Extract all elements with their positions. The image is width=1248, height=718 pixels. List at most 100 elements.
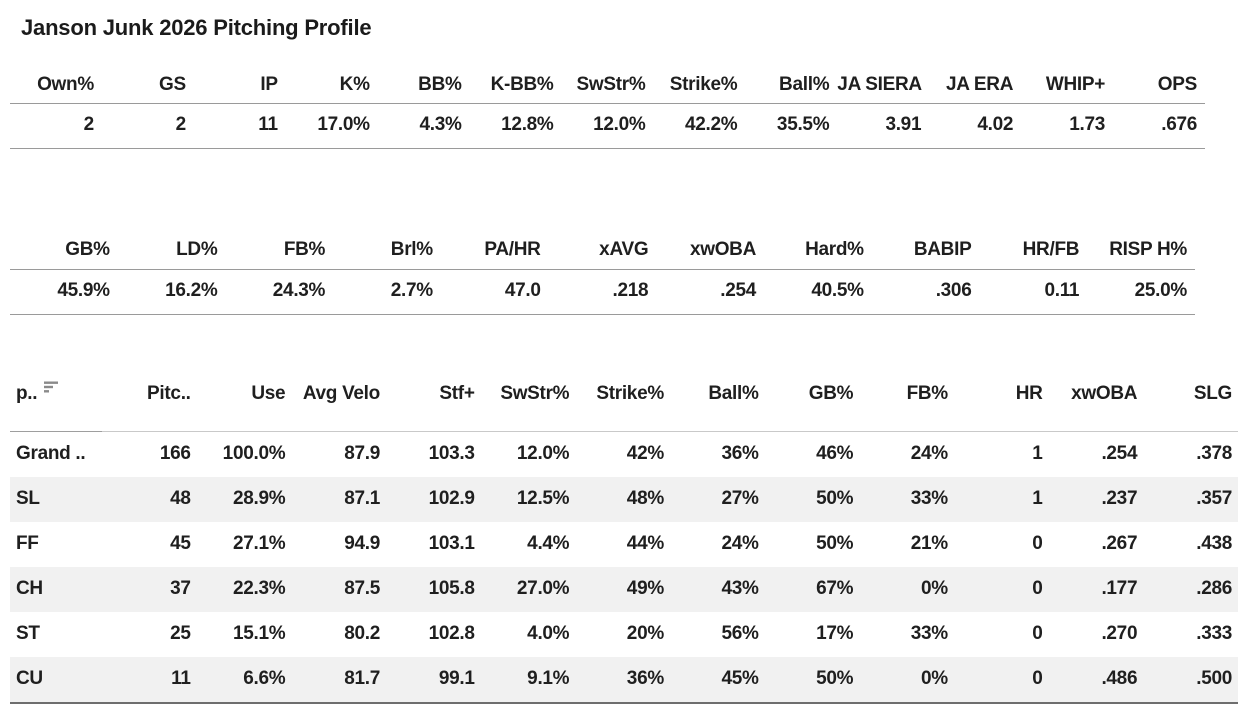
pitch-column-header[interactable]: SwStr% — [480, 374, 576, 432]
summary2-column-header[interactable]: xAVG — [548, 233, 657, 271]
summary2-column-header[interactable]: HR/FB — [979, 233, 1088, 271]
summary2-value-cell: 2.7% — [333, 269, 441, 315]
use-cell: 100.0% — [222, 443, 286, 465]
hr-cell: 1 — [1032, 443, 1043, 465]
summary1-column-header[interactable]: IP — [193, 67, 286, 105]
summary1-column-header[interactable]: K% — [285, 67, 378, 105]
summary2-column-header[interactable]: RISP H% — [1087, 233, 1195, 271]
summary1-value-cell: 42.2% — [653, 103, 746, 150]
strike-cell: 36% — [626, 668, 664, 690]
pitch-column-header[interactable]: HR — [953, 374, 1049, 432]
pitch-column-header[interactable]: Ball% — [669, 374, 765, 432]
summary1-value-cell: 4.02 — [929, 103, 1022, 150]
pitch-column-header[interactable]: xwOBA — [1048, 374, 1144, 432]
pitch-type-table: p.. Pitc.. Use Avg Velo Stf+ SwStr% Strike% Ba… — [10, 374, 1238, 704]
summary2-column-header[interactable]: LD% — [117, 233, 226, 271]
gb-cell: 50% — [816, 488, 854, 510]
pitch-column-header[interactable]: GB% — [764, 374, 860, 432]
hr-cell: 0 — [1032, 533, 1043, 555]
slg-cell: .378 — [1196, 443, 1232, 465]
avg-velo-cell: 80.2 — [344, 623, 380, 645]
pitches-cell: 11 — [171, 668, 191, 690]
summary2-column-header[interactable]: Hard% — [764, 233, 872, 271]
summary1-value-cell: 2 — [10, 103, 102, 150]
pitch-column-header[interactable]: SLG — [1143, 374, 1238, 432]
summary1-column-header[interactable]: WHIP+ — [1021, 67, 1114, 105]
summary2-value-cell: .306 — [871, 269, 980, 315]
summary1-column-header[interactable]: GS — [101, 67, 194, 105]
summary2-column-header[interactable]: PA/HR — [440, 233, 549, 271]
slg-cell: .286 — [1196, 578, 1232, 600]
summary1-column-header[interactable]: BB% — [377, 67, 470, 105]
summary2-value-cell: 47.0 — [440, 269, 549, 315]
strike-cell: 42% — [626, 443, 664, 465]
summary1-column-header[interactable]: Strike% — [653, 67, 746, 105]
ball-cell: 27% — [721, 488, 759, 510]
pitch-column-header[interactable]: Strike% — [575, 374, 670, 432]
summary2-column-header[interactable]: xwOBA — [656, 233, 765, 271]
summary-table-2: GB% LD% FB% Brl% PA/HR xAVG xwOBA Hard% BABIP HR/… — [10, 233, 1195, 315]
summary-table-1-body: 2 2 11 17.0% 4.3% 12.8% 12.0% 42.2% 35.5% 3.91 4.0… — [10, 103, 1205, 150]
pitch-column-header[interactable]: Pitc.. — [102, 374, 197, 432]
summary1-column-header[interactable]: Ball% — [745, 67, 838, 105]
summary1-value-cell: 35.5% — [745, 103, 838, 150]
pitch-column-header[interactable]: Stf+ — [385, 374, 481, 432]
summary1-value-cell: 12.0% — [561, 103, 654, 150]
xwoba-cell: .237 — [1101, 488, 1138, 510]
summary-table-1-head: Own% GS IP K% BB% K-BB% SwStr% Strike% Ball% JA S… — [10, 67, 1205, 105]
summary2-value-cell: .254 — [656, 269, 765, 315]
summary2-column-header[interactable]: Brl% — [333, 233, 441, 271]
summary-table-2-head: GB% LD% FB% Brl% PA/HR xAVG xwOBA Hard% BABIP HR/… — [10, 233, 1195, 271]
pitch-table-row: Grand .. 166 100.0% 87.9 103.3 12.0% 42%… — [10, 431, 1238, 477]
summary1-column-header[interactable]: SwStr% — [561, 67, 654, 105]
avg-velo-cell: 87.9 — [344, 443, 380, 465]
use-cell: 27.1% — [232, 533, 286, 555]
use-cell: 22.3% — [232, 578, 286, 600]
avg-velo-cell: 87.5 — [344, 578, 380, 600]
pitch-column-header[interactable]: FB% — [859, 374, 954, 432]
summary-table-2-body: 45.9% 16.2% 24.3% 2.7% 47.0.218.254 40.5% .306… — [10, 269, 1195, 315]
use-cell: 28.9% — [232, 488, 286, 510]
summary2-value-cell: 24.3% — [225, 269, 334, 315]
summary1-value-cell: 17.0% — [285, 103, 378, 150]
fb-cell: 0% — [921, 668, 948, 690]
avg-velo-cell: 81.7 — [344, 668, 380, 690]
fb-cell: 0% — [921, 578, 948, 600]
pitch-name-cell: SL — [16, 488, 40, 510]
ball-cell: 45% — [721, 668, 759, 690]
summary2-value-cell: 25.0% — [1087, 269, 1195, 315]
hr-cell: 1 — [1032, 488, 1043, 510]
pitch-table-row: CH 37 22.3% 87.5 105.8 27.0% 49% 43% 67%… — [10, 566, 1238, 612]
summary2-column-header[interactable]: FB% — [225, 233, 334, 271]
summary-table-1: Own% GS IP K% BB% K-BB% SwStr% Strike% Ball% JA S… — [10, 67, 1205, 150]
summary1-column-header[interactable]: JA SIERA — [837, 67, 930, 105]
strike-cell: 49% — [626, 578, 664, 600]
pitch-column-header[interactable]: Use — [196, 374, 292, 432]
stf-plus-cell: 102.9 — [428, 488, 475, 510]
use-cell: 6.6% — [243, 668, 286, 690]
pitches-cell: 166 — [159, 443, 191, 465]
avg-velo-cell: 94.9 — [344, 533, 380, 555]
pitch-column-header[interactable]: Avg Velo — [291, 374, 386, 432]
pitch-table-row: SL 48 28.9% 87.1 102.9 12.5% 48% 27% 50%… — [10, 476, 1238, 522]
stf-plus-cell: 103.1 — [428, 533, 475, 555]
summary1-value-cell: 11 — [193, 103, 286, 150]
xwoba-cell: .486 — [1101, 668, 1138, 690]
summary2-column-header[interactable]: GB% — [10, 233, 118, 271]
summary1-column-header[interactable]: K-BB% — [469, 67, 562, 105]
summary2-column-header[interactable]: BABIP — [871, 233, 980, 271]
strike-cell: 20% — [626, 623, 664, 645]
pitch-name-cell: ST — [16, 623, 40, 645]
pitches-cell: 48 — [170, 488, 191, 510]
summary1-column-header[interactable]: OPS — [1113, 67, 1205, 105]
ball-cell: 43% — [721, 578, 759, 600]
summary2-value-cell: 40.5% — [764, 269, 872, 315]
use-cell: 15.1% — [232, 623, 286, 645]
pitch-column-header-label: p.. — [16, 382, 38, 404]
fb-cell: 21% — [910, 533, 948, 555]
pitch-column-header-sorted[interactable]: p.. — [10, 374, 102, 432]
summary1-column-header[interactable]: Own% — [10, 67, 102, 105]
summary1-column-header[interactable]: JA ERA — [929, 67, 1022, 105]
fb-cell: 33% — [910, 488, 948, 510]
